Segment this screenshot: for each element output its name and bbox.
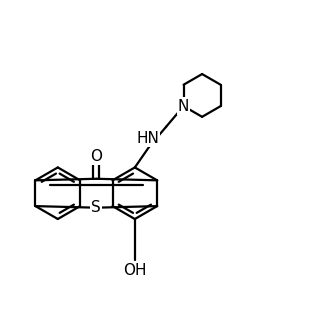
Text: N: N: [178, 99, 189, 114]
Text: S: S: [92, 200, 101, 215]
Text: HN: HN: [137, 131, 159, 146]
Text: O: O: [90, 149, 102, 164]
Text: OH: OH: [123, 263, 147, 278]
